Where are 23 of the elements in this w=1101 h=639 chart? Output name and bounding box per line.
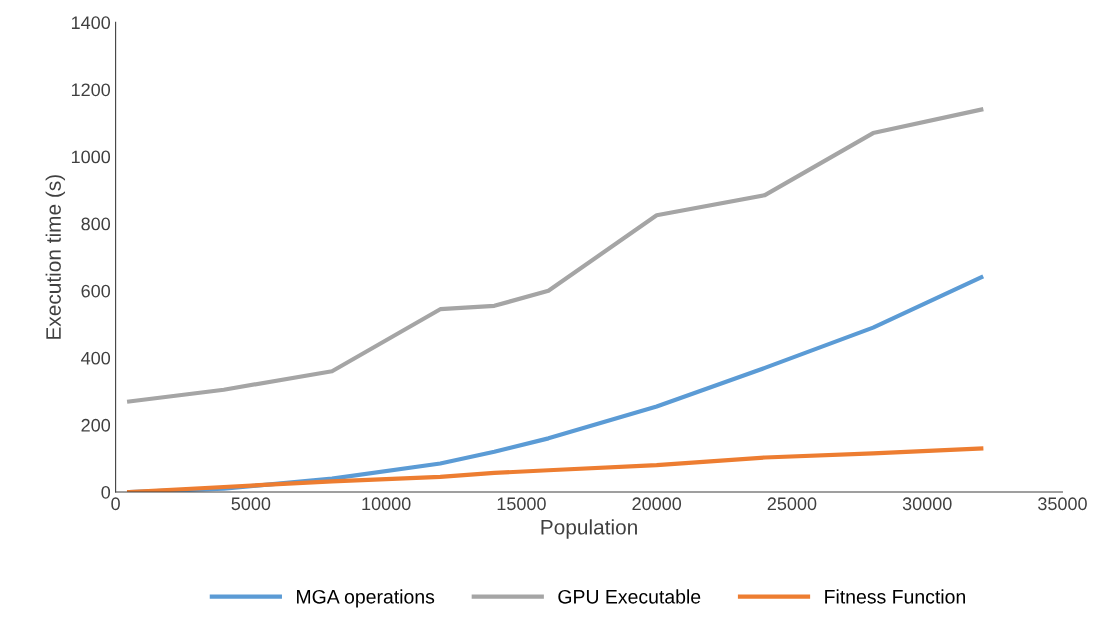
y-tick-label: 1000 [71,150,111,164]
x-tick-label: 5000 [231,497,271,511]
y-tick-label: 0 [101,485,111,499]
legend-label: Fitness Function [825,589,965,604]
x-tick-label: 30000 [902,497,952,511]
y-tick-label: 800 [81,217,111,231]
y-tick-label: 600 [81,284,111,298]
y-tick-label: 1400 [71,16,111,30]
line-series [127,107,984,404]
legend-label: MGA operations [297,589,435,608]
x-tick-label: 25000 [767,497,817,511]
y-tick-label: 200 [81,418,111,432]
line-series [127,446,984,493]
y-tick-label: 400 [81,351,111,365]
y-axis-title: Execution time (s) [45,175,66,339]
x-tick-label: 20000 [632,497,682,511]
x-tick-label: 35000 [1038,497,1087,511]
x-tick-label: 0 [111,497,120,511]
legend-label: GPU Executable [558,589,701,604]
y-tick-label: 1200 [71,83,111,97]
x-axis-title: Population [541,519,637,539]
x-tick-label: 15000 [497,497,546,511]
x-tick-label: 10000 [362,497,411,511]
